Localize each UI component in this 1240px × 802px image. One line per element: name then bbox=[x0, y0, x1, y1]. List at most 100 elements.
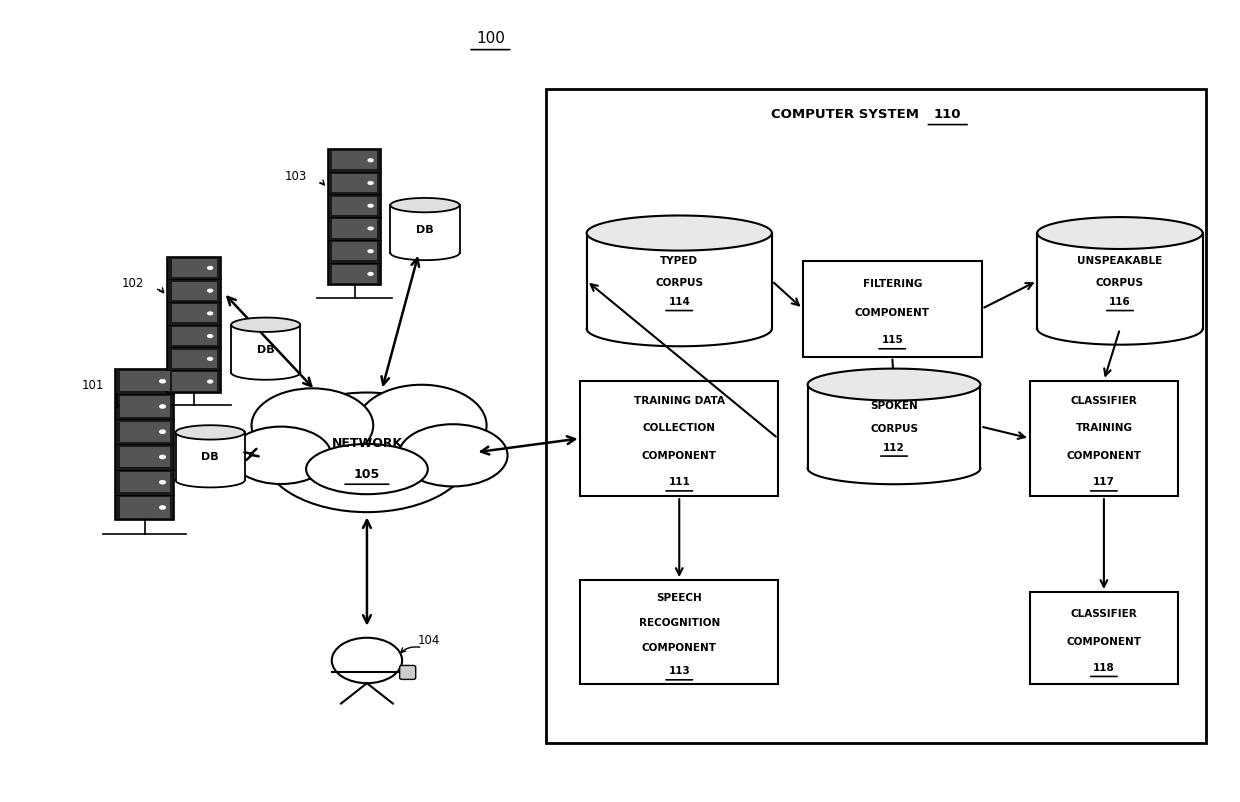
Text: 118: 118 bbox=[1092, 662, 1115, 672]
Ellipse shape bbox=[398, 425, 507, 487]
FancyBboxPatch shape bbox=[332, 152, 377, 170]
Text: CLASSIFIER: CLASSIFIER bbox=[1070, 608, 1137, 618]
FancyBboxPatch shape bbox=[171, 350, 217, 368]
Text: COMPONENT: COMPONENT bbox=[1066, 636, 1141, 646]
Text: SPOKEN: SPOKEN bbox=[870, 401, 918, 411]
Circle shape bbox=[159, 505, 166, 510]
Polygon shape bbox=[587, 217, 771, 251]
Circle shape bbox=[367, 249, 373, 254]
Text: 100: 100 bbox=[476, 31, 505, 46]
Circle shape bbox=[367, 159, 373, 163]
Text: COMPUTER SYSTEM: COMPUTER SYSTEM bbox=[771, 107, 919, 121]
Text: 110: 110 bbox=[934, 107, 961, 121]
Text: 105: 105 bbox=[353, 468, 381, 480]
Polygon shape bbox=[176, 426, 244, 440]
FancyBboxPatch shape bbox=[120, 422, 170, 442]
Circle shape bbox=[207, 358, 213, 362]
Circle shape bbox=[207, 312, 213, 316]
Polygon shape bbox=[176, 433, 244, 480]
Ellipse shape bbox=[231, 427, 331, 484]
Ellipse shape bbox=[356, 385, 486, 467]
Text: 113: 113 bbox=[668, 666, 691, 675]
Text: 116: 116 bbox=[1109, 297, 1131, 306]
Text: COMPONENT: COMPONENT bbox=[854, 307, 930, 318]
Text: DB: DB bbox=[417, 225, 434, 235]
FancyBboxPatch shape bbox=[332, 220, 377, 238]
Text: TRAINING: TRAINING bbox=[1075, 423, 1132, 433]
FancyBboxPatch shape bbox=[802, 261, 982, 357]
Text: DB: DB bbox=[257, 344, 274, 354]
Circle shape bbox=[367, 205, 373, 209]
Text: TYPED: TYPED bbox=[660, 255, 698, 265]
Text: 112: 112 bbox=[883, 442, 905, 452]
Text: SPEECH: SPEECH bbox=[656, 592, 702, 602]
Polygon shape bbox=[1037, 233, 1203, 330]
Circle shape bbox=[367, 227, 373, 231]
Circle shape bbox=[207, 266, 213, 270]
Text: RECOGNITION: RECOGNITION bbox=[639, 617, 720, 627]
Text: COMPONENT: COMPONENT bbox=[1066, 451, 1141, 460]
Text: CORPUS: CORPUS bbox=[870, 423, 918, 433]
FancyBboxPatch shape bbox=[332, 243, 377, 261]
FancyBboxPatch shape bbox=[1030, 592, 1178, 684]
Ellipse shape bbox=[252, 389, 373, 463]
FancyBboxPatch shape bbox=[580, 580, 777, 684]
Circle shape bbox=[367, 182, 373, 186]
FancyBboxPatch shape bbox=[171, 373, 217, 391]
Polygon shape bbox=[1038, 218, 1203, 249]
FancyBboxPatch shape bbox=[332, 175, 377, 192]
FancyBboxPatch shape bbox=[171, 305, 217, 323]
FancyBboxPatch shape bbox=[115, 369, 175, 520]
FancyBboxPatch shape bbox=[171, 327, 217, 346]
Text: CORPUS: CORPUS bbox=[655, 277, 703, 288]
FancyBboxPatch shape bbox=[120, 472, 170, 492]
FancyBboxPatch shape bbox=[120, 397, 170, 417]
Text: 102: 102 bbox=[122, 277, 144, 290]
Text: CORPUS: CORPUS bbox=[1096, 277, 1145, 288]
FancyBboxPatch shape bbox=[171, 282, 217, 301]
Polygon shape bbox=[587, 233, 771, 330]
Circle shape bbox=[332, 638, 402, 683]
Circle shape bbox=[367, 273, 373, 277]
FancyBboxPatch shape bbox=[332, 197, 377, 216]
Polygon shape bbox=[807, 369, 981, 401]
Text: NETWORK: NETWORK bbox=[331, 437, 403, 450]
Text: FILTERING: FILTERING bbox=[863, 278, 921, 289]
FancyBboxPatch shape bbox=[327, 150, 381, 286]
FancyBboxPatch shape bbox=[120, 448, 170, 468]
Text: 103: 103 bbox=[284, 170, 306, 183]
Circle shape bbox=[207, 290, 213, 294]
Circle shape bbox=[159, 379, 166, 384]
FancyBboxPatch shape bbox=[167, 257, 221, 394]
Text: 101: 101 bbox=[82, 379, 104, 391]
Circle shape bbox=[159, 430, 166, 435]
Polygon shape bbox=[391, 206, 460, 253]
FancyBboxPatch shape bbox=[120, 371, 170, 392]
Text: 117: 117 bbox=[1092, 476, 1115, 487]
Ellipse shape bbox=[262, 393, 472, 512]
Text: 114: 114 bbox=[668, 297, 691, 306]
Text: COLLECTION: COLLECTION bbox=[642, 423, 715, 433]
Text: TRAINING DATA: TRAINING DATA bbox=[634, 395, 724, 405]
Text: UNSPEAKABLE: UNSPEAKABLE bbox=[1078, 255, 1163, 265]
FancyBboxPatch shape bbox=[399, 666, 415, 679]
FancyBboxPatch shape bbox=[1030, 381, 1178, 496]
Text: COMPONENT: COMPONENT bbox=[642, 451, 717, 460]
Polygon shape bbox=[807, 385, 981, 468]
Polygon shape bbox=[231, 318, 300, 333]
Circle shape bbox=[207, 334, 213, 338]
Text: 111: 111 bbox=[668, 476, 691, 487]
Circle shape bbox=[159, 480, 166, 485]
Text: CLASSIFIER: CLASSIFIER bbox=[1070, 395, 1137, 405]
Text: 104: 104 bbox=[418, 634, 440, 646]
FancyBboxPatch shape bbox=[171, 260, 217, 277]
Text: DB: DB bbox=[201, 452, 219, 462]
Circle shape bbox=[207, 380, 213, 384]
Text: 115: 115 bbox=[882, 334, 903, 345]
Ellipse shape bbox=[306, 444, 428, 495]
Circle shape bbox=[159, 455, 166, 460]
FancyBboxPatch shape bbox=[332, 265, 377, 284]
FancyBboxPatch shape bbox=[546, 91, 1207, 743]
FancyBboxPatch shape bbox=[580, 381, 777, 496]
Circle shape bbox=[159, 405, 166, 409]
